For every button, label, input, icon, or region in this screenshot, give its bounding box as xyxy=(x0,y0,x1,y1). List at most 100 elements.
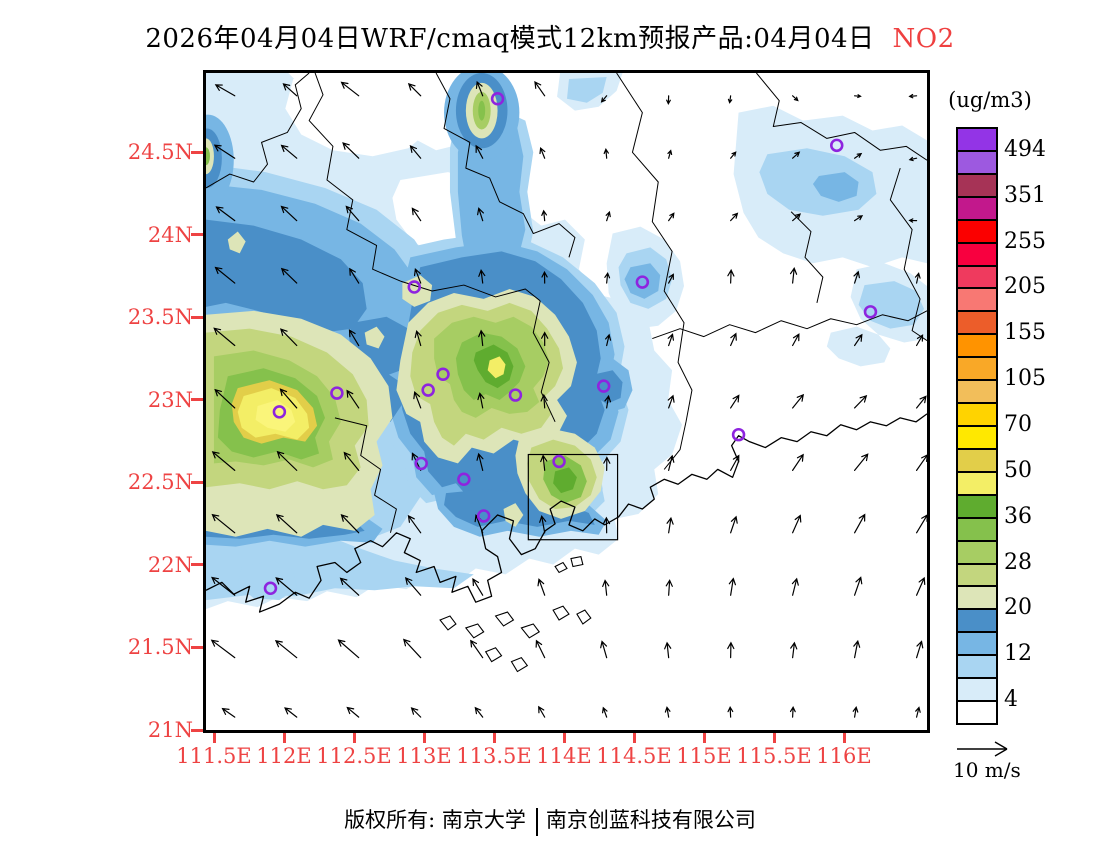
wind-arrow xyxy=(915,454,927,471)
subdomain-box xyxy=(527,453,619,541)
city-marker xyxy=(272,405,287,419)
lat-tick-label: 22.5N xyxy=(127,470,193,495)
wind-arrow xyxy=(280,144,298,159)
wind-arrow xyxy=(727,705,734,718)
lat-tick-label: 21N xyxy=(147,718,193,742)
lat-tick-mark xyxy=(191,233,203,237)
wind-scale-legend: 10 m/s xyxy=(945,736,1065,796)
wind-arrow xyxy=(730,212,739,222)
city-marker xyxy=(596,379,611,393)
city-marker xyxy=(635,275,650,289)
wind-arrow xyxy=(792,151,801,159)
wind-arrow xyxy=(605,210,611,222)
legend-color-cell xyxy=(956,516,998,542)
province-boundaries xyxy=(206,73,927,533)
wind-arrow xyxy=(213,327,236,347)
wind-arrow xyxy=(790,641,798,659)
wind-arrow xyxy=(915,514,927,534)
lon-tick-label: 112.5E xyxy=(316,744,392,768)
lon-tick-mark xyxy=(212,733,216,743)
legend-color-cell xyxy=(956,127,998,152)
city-marker xyxy=(407,280,422,294)
wind-arrow xyxy=(413,390,422,409)
pollutant-label: NO2 xyxy=(892,24,955,54)
city-marker xyxy=(830,138,844,153)
legend-color-cell xyxy=(956,539,998,565)
wind-arrow xyxy=(854,576,863,596)
lat-tick-label: 24N xyxy=(147,222,193,247)
lon-tick-mark xyxy=(772,733,776,743)
legend-color-cell xyxy=(956,241,998,267)
lat-tick-mark xyxy=(191,150,203,154)
legend-color-cell xyxy=(956,700,998,725)
legend-color-cell xyxy=(956,310,998,336)
wind-arrow xyxy=(211,513,236,534)
wind-arrow xyxy=(475,80,484,97)
legend-color-cell xyxy=(956,172,998,198)
legend-color-cell xyxy=(956,447,998,473)
lat-tick-mark xyxy=(191,315,203,319)
wind-arrow xyxy=(915,576,926,596)
wind-arrow xyxy=(541,209,548,222)
lon-tick-mark xyxy=(702,733,706,743)
wind-arrow xyxy=(478,269,486,284)
wind-arrow xyxy=(792,393,805,409)
lon-tick-mark xyxy=(422,733,426,743)
wind-arrow xyxy=(730,515,738,534)
wind-arrow xyxy=(411,207,422,222)
wind-arrow xyxy=(730,394,740,409)
wind-arrow xyxy=(727,268,735,284)
lat-tick-label: 23N xyxy=(147,387,193,412)
wind-arrow xyxy=(915,334,924,347)
legend-value-label: 70 xyxy=(1004,412,1032,437)
lon-tick-label: 111.5E xyxy=(176,744,252,768)
plot-title: 2026年04月04日WRF/cmaq模式12km预报产品:04月04日 NO2 xyxy=(0,18,1100,55)
wind-arrow xyxy=(915,395,927,409)
wind-arrow xyxy=(540,454,548,471)
wind-arrow xyxy=(284,707,298,718)
city-marker xyxy=(421,383,435,397)
wind-arrow xyxy=(792,514,802,534)
legend-color-cell xyxy=(956,195,998,221)
legend-color-cell xyxy=(956,493,998,519)
copyright-divider xyxy=(535,807,538,836)
lon-tick-mark xyxy=(352,733,356,743)
wind-arrow xyxy=(403,638,422,659)
city-marker xyxy=(863,305,878,319)
legend-color-cell xyxy=(956,608,998,634)
wind-arrow xyxy=(789,705,796,718)
wind-arrow xyxy=(213,144,236,159)
wind-arrow xyxy=(792,453,804,471)
wind-arrow xyxy=(340,81,360,97)
lon-tick-mark xyxy=(632,733,636,743)
wind-arrow xyxy=(214,266,236,284)
wind-arrow xyxy=(211,451,236,471)
wind-arrow xyxy=(343,451,360,471)
legend-color-cell xyxy=(956,425,998,450)
wind-arrow xyxy=(275,514,298,534)
wind-arrow xyxy=(221,707,236,718)
legend-value-label: 255 xyxy=(1004,228,1046,254)
wind-arrow xyxy=(854,152,863,159)
wind-arrow xyxy=(854,94,862,99)
wind-arrow xyxy=(539,146,546,159)
wind-arrow xyxy=(730,332,737,347)
copyright-left: 版权所有: 南京大学 xyxy=(344,808,526,832)
lon-tick-label: 114E xyxy=(536,744,592,768)
wind-arrow xyxy=(667,454,675,471)
wind-arrow xyxy=(915,640,924,659)
coastline xyxy=(206,413,927,613)
north-green-spot xyxy=(465,82,498,139)
wind-scale-arrow xyxy=(957,741,1008,757)
wind-arrow xyxy=(407,514,422,534)
wind-arrow xyxy=(349,267,360,284)
wind-arrow xyxy=(535,639,546,659)
lon-tick-mark xyxy=(492,733,496,743)
wind-arrow xyxy=(853,270,860,284)
legend-color-cell xyxy=(956,470,998,496)
legend-color-cell xyxy=(956,562,998,588)
concentration-map xyxy=(206,73,927,730)
legend-color-cell xyxy=(956,677,998,703)
legend-color-cell xyxy=(956,356,998,382)
